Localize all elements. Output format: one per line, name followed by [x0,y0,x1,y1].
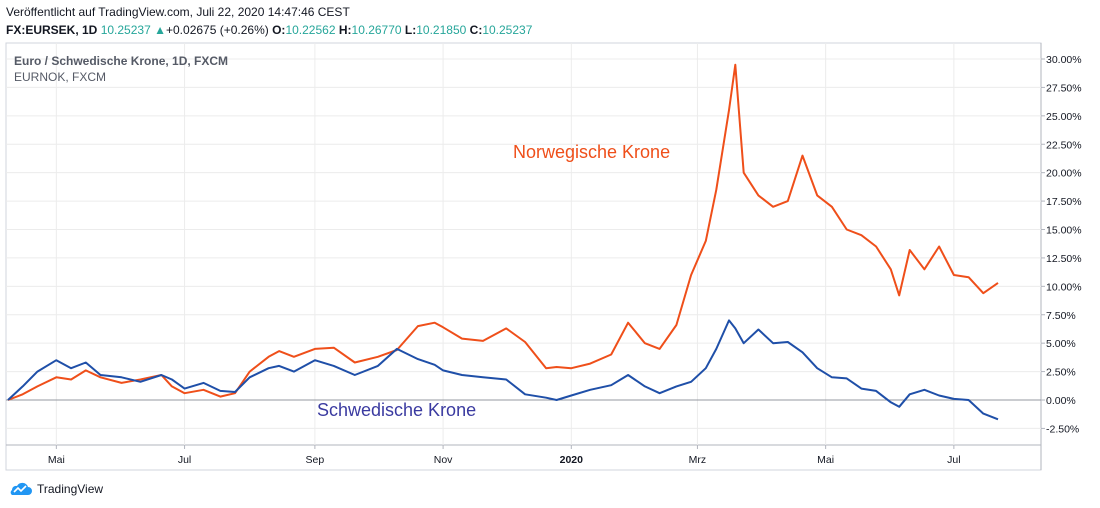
y-tick-label: 17.50% [1046,196,1082,208]
symbol-info: FX:EURSEK, 1D 10.25237 ▲+0.02675 (+0.26%… [6,23,532,37]
x-tick-label: Jul [178,454,191,466]
published-info: Veröffentlicht auf TradingView.com, Juli… [6,5,350,19]
y-tick-label: 15.00% [1046,225,1082,237]
x-tick-label: Nov [434,454,453,466]
annotation-nok: Norwegische Krone [513,142,670,162]
series-lines [7,63,999,421]
close-label: C: [469,23,483,37]
x-tick-label: Mai [48,454,65,466]
up-arrow-icon: ▲ [154,23,166,37]
y-tick-label: 12.50% [1046,253,1082,265]
symbol-label: FX:EURSEK, 1D [6,23,98,37]
y-tick-label: 10.00% [1046,281,1082,293]
brand-label: TradingView [37,482,104,496]
high-value: 10.26770 [351,23,402,37]
x-tick-label: Mrz [689,454,707,466]
y-tick-label: 7.50% [1046,310,1076,322]
y-tick-label: 22.50% [1046,139,1082,151]
low-label: L: [404,23,417,37]
chart-frame [5,42,1042,471]
y-tick-label: 5.00% [1046,338,1076,350]
tradingview-logo[interactable]: TradingView [8,482,103,496]
x-tick-label: Mai [817,454,834,466]
y-tick-label: 2.50% [1046,367,1076,379]
high-label: H: [338,23,352,37]
x-tick-label: Sep [306,454,325,466]
series-line-sek [7,319,999,421]
series-line-nok [7,63,999,401]
x-tick-label: Jul [947,454,960,466]
legend-main: Euro / Schwedische Krone, 1D, FXCM [14,54,228,68]
y-tick-label: 27.50% [1046,82,1082,94]
low-value: 10.21850 [416,23,467,37]
grid [6,43,1041,445]
time-axis: Mai Jul Sep Nov 2020 Mrz Mai Jul [48,445,961,466]
price-axis: 30.00% 27.50% 25.00% 22.50% 20.00% 17.50% 15.0… [1041,54,1082,435]
change-value: +0.02675 (+0.26%) [166,23,269,37]
x-tick-label: 2020 [560,454,584,466]
annotation-sek: Schwedische Krone [317,400,476,420]
y-tick-label: 0.00% [1046,395,1076,407]
y-tick-label: 20.00% [1046,168,1082,180]
cloud-logo-icon [10,482,32,495]
y-tick-label: 30.00% [1046,54,1082,66]
open-value: 10.22562 [285,23,336,37]
legend-compare: EURNOK, FXCM [14,70,106,84]
y-tick-label: 25.00% [1046,111,1082,123]
y-tick-label: -2.50% [1046,423,1079,435]
close-value: 10.25237 [482,23,533,37]
last-price: 10.25237 [100,23,151,37]
open-label: O: [272,23,286,37]
